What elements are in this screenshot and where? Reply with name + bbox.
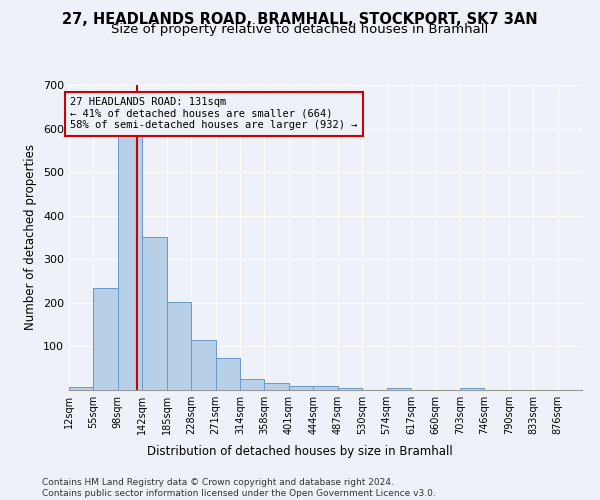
Bar	[289, 386, 313, 390]
Bar	[386, 388, 411, 390]
Bar	[265, 384, 289, 390]
Bar	[142, 237, 167, 390]
Text: 27, HEADLANDS ROAD, BRAMHALL, STOCKPORT, SK7 3AN: 27, HEADLANDS ROAD, BRAMHALL, STOCKPORT,…	[62, 12, 538, 28]
Bar	[460, 388, 484, 390]
Bar	[338, 388, 362, 390]
Bar	[118, 135, 142, 390]
Text: Size of property relative to detached houses in Bramhall: Size of property relative to detached ho…	[112, 24, 488, 36]
Bar	[313, 386, 338, 390]
Text: Distribution of detached houses by size in Bramhall: Distribution of detached houses by size …	[147, 444, 453, 458]
Bar	[215, 358, 240, 390]
Bar	[167, 302, 191, 390]
Text: 27 HEADLANDS ROAD: 131sqm
← 41% of detached houses are smaller (664)
58% of semi: 27 HEADLANDS ROAD: 131sqm ← 41% of detac…	[70, 97, 358, 130]
Bar	[69, 386, 94, 390]
Text: Contains HM Land Registry data © Crown copyright and database right 2024.
Contai: Contains HM Land Registry data © Crown c…	[42, 478, 436, 498]
Bar	[240, 379, 265, 390]
Y-axis label: Number of detached properties: Number of detached properties	[25, 144, 37, 330]
Bar	[94, 288, 118, 390]
Bar	[191, 340, 215, 390]
